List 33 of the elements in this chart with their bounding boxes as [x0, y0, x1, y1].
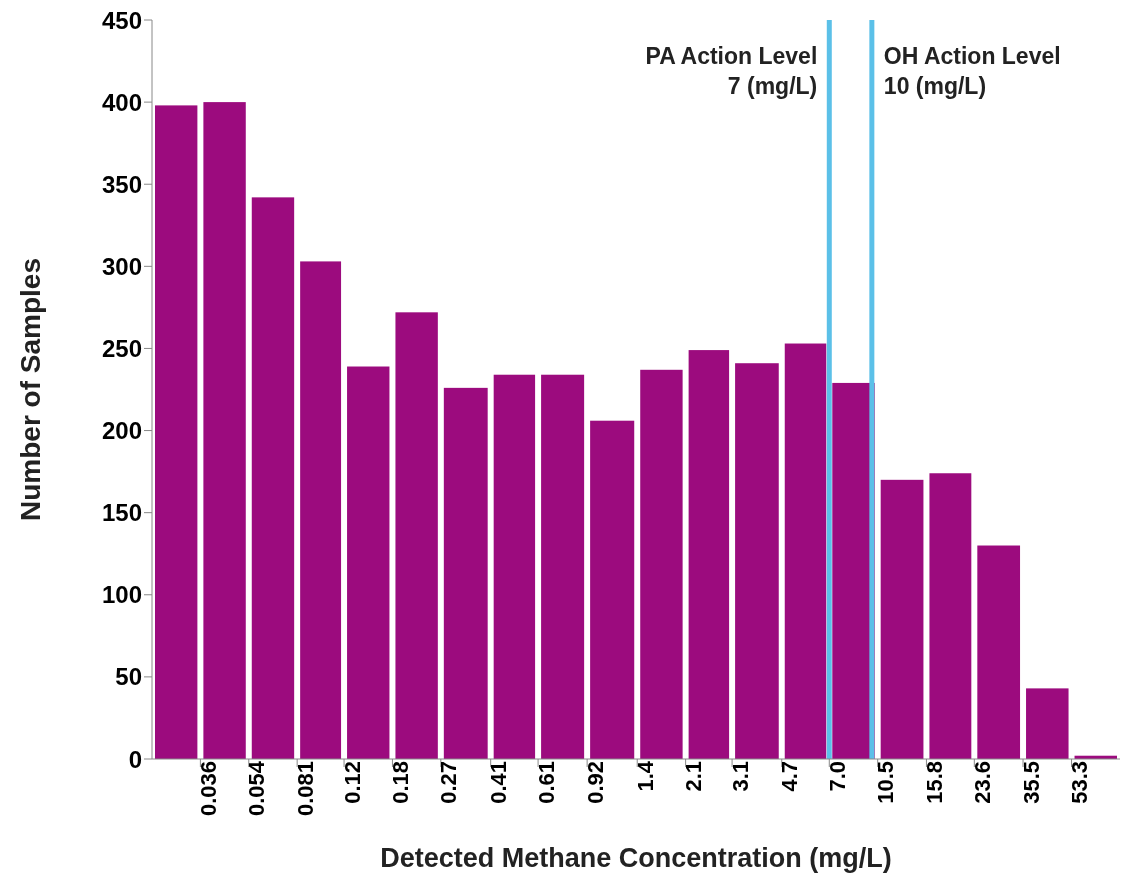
x-tick-label: 53.3 [1067, 761, 1093, 804]
x-tick-label: 0.081 [292, 761, 318, 817]
x-tick-label: 7.0 [824, 761, 850, 792]
x-tick-label: 3.1 [727, 761, 753, 792]
x-tick-label: 0.18 [388, 761, 414, 804]
y-tick-label: 100 [101, 581, 142, 609]
y-tick-label: 50 [115, 663, 142, 691]
y-axis-title: Number of Samples [14, 258, 46, 521]
ref-line-label: OH Action Level 10 (mg/L) [883, 43, 1061, 99]
y-tick-label: 0 [128, 745, 142, 773]
x-axis-title: Detected Methane Concentration (mg/L) [380, 843, 892, 873]
ref-line-label: PA Action Level 7 (mg/L) [645, 43, 818, 99]
x-tick-label: 1.4 [632, 760, 658, 792]
y-tick-label: 400 [101, 88, 142, 116]
x-tick-label: 0.054 [244, 760, 270, 817]
y-tick-label: 300 [101, 252, 142, 280]
x-tick-label: 15.8 [922, 761, 948, 804]
y-tick-label: 200 [101, 417, 142, 445]
x-tick-label: 0.92 [582, 761, 608, 804]
x-tick-label: 2.1 [681, 761, 707, 792]
x-tick-label: 23.6 [969, 761, 995, 804]
y-tick-label: 150 [101, 499, 142, 527]
y-tick-label: 450 [101, 6, 142, 34]
x-tick-label: 10.5 [873, 761, 899, 804]
x-tick-label: 4.7 [777, 761, 803, 792]
x-tick-label: 0.12 [339, 761, 365, 804]
x-tick-label: 0.41 [486, 761, 512, 804]
x-tick-label: 0.61 [533, 761, 559, 804]
y-tick-label: 350 [101, 170, 142, 198]
x-tick-label: 35.5 [1018, 761, 1044, 804]
y-tick-label: 250 [101, 334, 142, 362]
x-tick-label: 0.27 [436, 761, 462, 804]
x-tick-label: 0.036 [196, 761, 222, 817]
